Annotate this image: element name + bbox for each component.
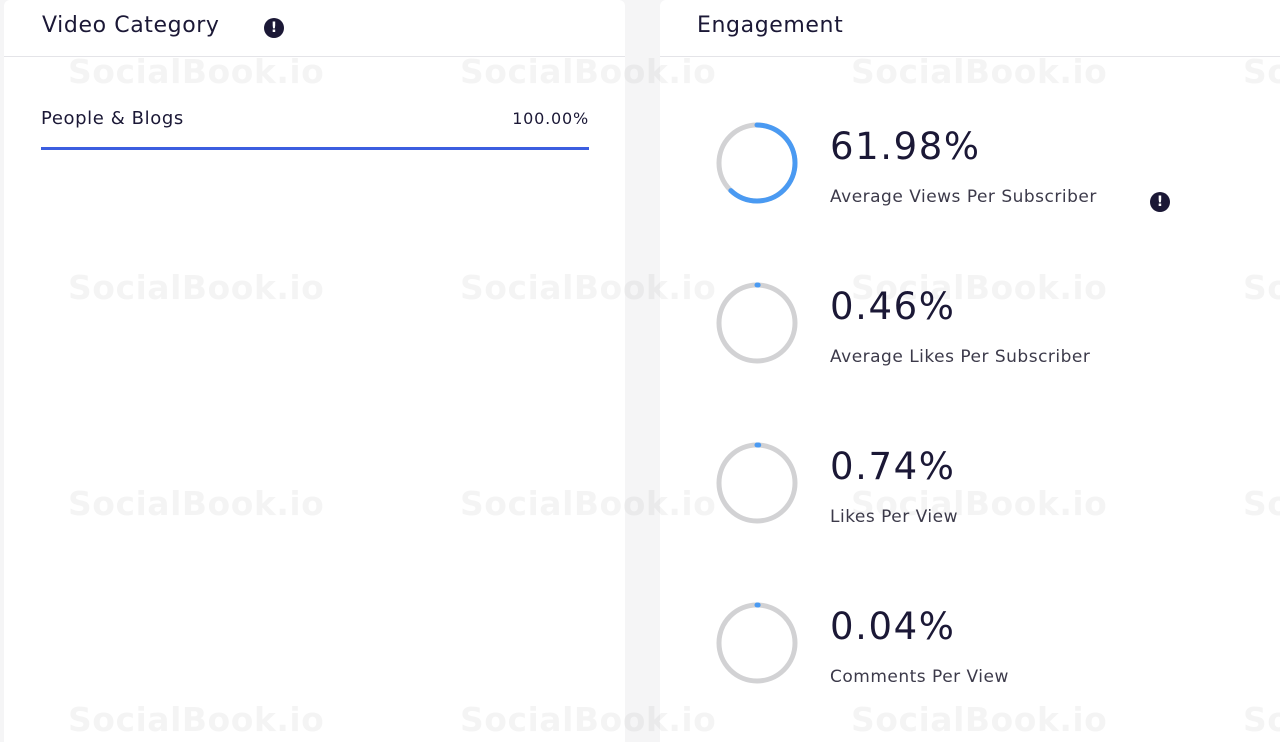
metric-value: 0.04% — [830, 605, 956, 648]
metric-label: Average Views Per Subscriber — [830, 187, 1097, 207]
category-progress-bar — [41, 147, 589, 150]
engagement-title: Engagement — [697, 13, 844, 38]
metric-average-views-per-subscriber: 61.98% Average Views Per Subscriber ! — [660, 121, 1280, 241]
category-percentage: 100.00% — [512, 109, 589, 128]
metric-average-likes-per-subscriber: 0.46% Average Likes Per Subscriber — [660, 281, 1280, 401]
video-category-header: Video Category ! — [4, 0, 625, 57]
progress-ring-arc — [716, 122, 798, 204]
video-category-card: Video Category ! People & Blogs 100.00% — [4, 0, 625, 742]
engagement-header: Engagement — [660, 0, 1280, 57]
progress-ring — [716, 282, 798, 364]
progress-ring-arc — [716, 282, 798, 364]
progress-ring-track — [716, 282, 798, 364]
category-name: People & Blogs — [41, 108, 184, 129]
metric-label: Average Likes Per Subscriber — [830, 347, 1091, 367]
progress-ring-arc — [716, 442, 798, 524]
metric-label: Comments Per View — [830, 667, 1009, 687]
metric-comments-per-view: 0.04% Comments Per View — [660, 601, 1280, 721]
progress-ring-track — [716, 602, 798, 684]
metric-likes-per-view: 0.74% Likes Per View — [660, 441, 1280, 561]
progress-ring-arc — [716, 602, 798, 684]
engagement-card: Engagement 61.98% Average Views Per Subs… — [660, 0, 1280, 742]
metric-label: Likes Per View — [830, 507, 958, 527]
metric-value: 0.46% — [830, 285, 956, 328]
metric-value: 61.98% — [830, 125, 981, 168]
progress-ring-track — [716, 442, 798, 524]
progress-ring — [716, 602, 798, 684]
info-icon[interactable]: ! — [1150, 192, 1170, 212]
progress-ring — [716, 122, 798, 204]
info-icon[interactable]: ! — [264, 18, 284, 38]
metric-value: 0.74% — [830, 445, 956, 488]
category-progress-fill — [41, 147, 589, 150]
progress-ring — [716, 442, 798, 524]
video-category-title: Video Category — [42, 13, 220, 38]
category-row: People & Blogs 100.00% — [41, 108, 589, 132]
